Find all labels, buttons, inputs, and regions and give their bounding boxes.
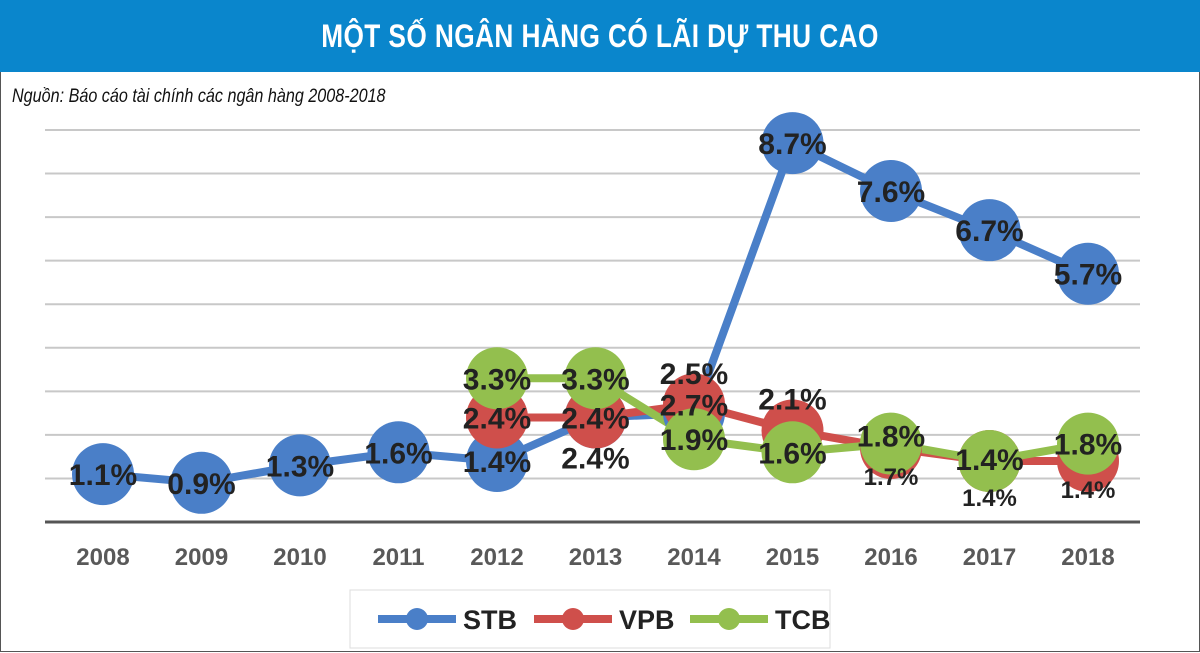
data-label-tcb: 1.4% <box>955 444 1023 477</box>
data-label-stb: 1.4% <box>463 446 531 479</box>
data-label-vpb: 2.7% <box>660 389 728 422</box>
x-tick-label: 2018 <box>1061 544 1114 571</box>
x-tick-label: 2013 <box>569 544 622 571</box>
data-point-stb <box>367 421 430 484</box>
data-label-stb: 2.4% <box>561 442 629 475</box>
data-point-stb <box>761 112 824 175</box>
data-point-stb <box>72 443 134 506</box>
x-tick-label: 2011 <box>372 544 424 571</box>
data-point-tcb <box>860 412 922 475</box>
chart-subtitle: Nguồn: Báo cáo tài chính các ngân hàng 2… <box>12 86 386 107</box>
data-point-tcb <box>1057 412 1119 475</box>
data-label-stb: 6.7% <box>955 215 1023 248</box>
legend-marker-tcb <box>718 608 740 630</box>
x-tick-label: 2010 <box>273 544 326 571</box>
data-point-tcb <box>663 408 725 471</box>
data-label-tcb: 1.8% <box>1054 429 1122 462</box>
x-tick-label: 2012 <box>470 544 523 571</box>
data-point-tcb <box>466 347 528 410</box>
data-point-tcb <box>958 430 1021 493</box>
data-label-stb: 0.9% <box>167 468 235 501</box>
x-tick-label: 2009 <box>175 544 228 571</box>
legend-marker-vpb <box>562 608 584 630</box>
data-point-tcb <box>564 347 627 410</box>
x-tick-label: 2008 <box>76 544 129 571</box>
data-label-vpb: 1.7% <box>864 464 919 491</box>
chart-title: MỘT SỐ NGÂN HÀNG CÓ LÃI DỰ THU CAO <box>321 17 879 54</box>
data-label-tcb: 1.8% <box>857 421 925 454</box>
legend-label-tcb: TCB <box>775 605 831 635</box>
legend-marker-stb <box>406 608 428 630</box>
data-label-vpb: 1.4% <box>962 485 1017 512</box>
data-label-tcb: 1.6% <box>758 437 826 470</box>
data-label-tcb: 3.3% <box>561 363 629 396</box>
data-label-tcb: 1.9% <box>660 424 728 457</box>
data-point-tcb <box>761 421 824 484</box>
data-label-vpb: 2.4% <box>463 402 531 435</box>
data-point-stb <box>170 451 233 514</box>
data-label-tcb: 3.3% <box>463 363 531 396</box>
data-point-stb <box>860 159 922 222</box>
x-tick-label: 2015 <box>766 544 819 571</box>
data-label-vpb: 1.4% <box>1061 477 1116 504</box>
data-point-stb <box>269 434 331 497</box>
x-tick-label: 2016 <box>864 544 917 571</box>
data-label-stb: 8.7% <box>758 128 826 161</box>
data-label-stb: 5.7% <box>1054 259 1122 292</box>
data-label-vpb: 2.1% <box>758 384 826 417</box>
data-label-stb: 1.1% <box>69 459 137 492</box>
data-point-stb <box>1057 242 1119 305</box>
data-label-stb: 1.6% <box>364 437 432 470</box>
data-label-stb: 2.5% <box>660 358 728 391</box>
legend-label-vpb: VPB <box>619 605 675 635</box>
legend-label-stb: STB <box>463 605 517 635</box>
x-tick-label: 2014 <box>667 544 721 571</box>
x-tick-label: 2017 <box>963 544 1016 571</box>
data-label-stb: 1.3% <box>266 450 334 483</box>
data-point-stb <box>958 199 1021 262</box>
data-label-vpb: 2.4% <box>561 402 629 435</box>
title-bar: MỘT SỐ NGÂN HÀNG CÓ LÃI DỰ THU CAO <box>0 0 1200 72</box>
data-point-stb <box>466 430 528 493</box>
data-label-stb: 7.6% <box>857 176 925 209</box>
